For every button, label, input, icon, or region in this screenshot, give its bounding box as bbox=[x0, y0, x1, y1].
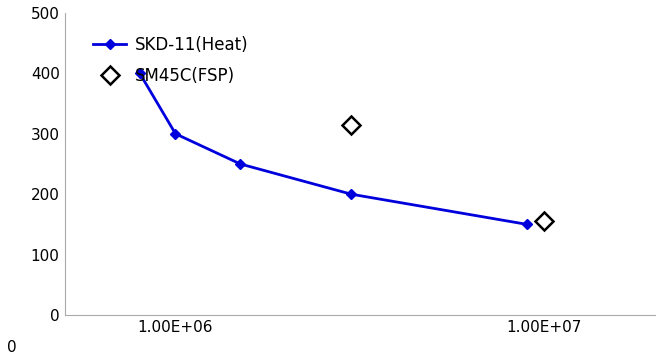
Line: SM45C(FSP): SM45C(FSP) bbox=[345, 118, 550, 228]
SM45C(FSP) bbox=[348, 123, 355, 127]
SKD-11(Heat) bbox=[236, 162, 244, 166]
SM45C(FSP) bbox=[540, 219, 548, 224]
Legend: SKD-11(Heat), SM45C(FSP): SKD-11(Heat), SM45C(FSP) bbox=[85, 27, 257, 93]
Line: SKD-11(Heat): SKD-11(Heat) bbox=[136, 70, 531, 228]
SKD-11(Heat) bbox=[136, 71, 144, 76]
SKD-11(Heat) bbox=[171, 132, 179, 136]
Text: 0: 0 bbox=[7, 340, 17, 355]
SKD-11(Heat) bbox=[348, 192, 355, 196]
SKD-11(Heat) bbox=[523, 222, 531, 227]
